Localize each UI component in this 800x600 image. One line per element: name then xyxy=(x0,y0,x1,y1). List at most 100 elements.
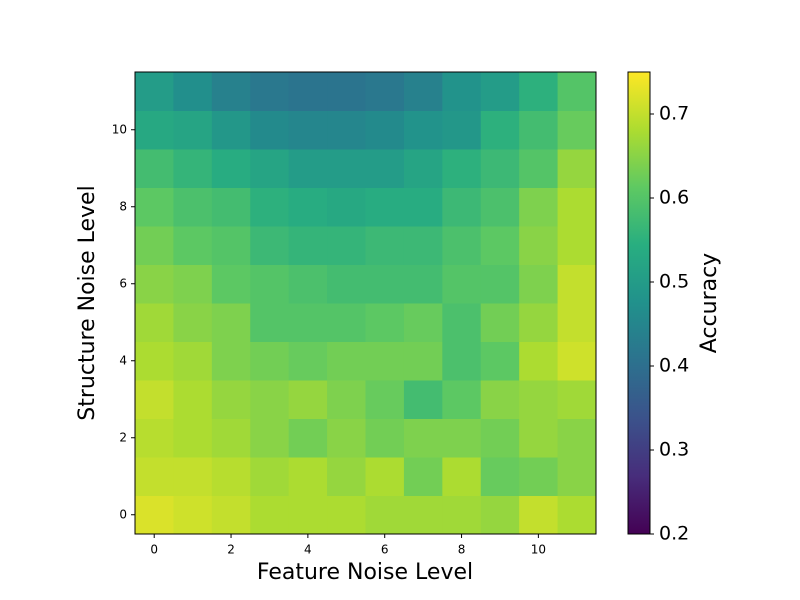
heatmap-cell xyxy=(250,72,290,111)
heatmap-cell xyxy=(288,264,328,304)
heatmap-cell xyxy=(250,110,290,150)
heatmap-cell xyxy=(173,418,213,458)
heatmap-cell xyxy=(135,495,174,535)
y-tick-label: 0 xyxy=(119,507,127,521)
heatmap-cell xyxy=(403,149,443,188)
heatmap-cell xyxy=(519,341,559,381)
heatmap-cell xyxy=(173,303,213,342)
heatmap-cell xyxy=(442,72,482,111)
heatmap-cell xyxy=(250,495,290,535)
heatmap-cell xyxy=(480,72,520,111)
heatmap-cell xyxy=(173,264,213,304)
heatmap-cell xyxy=(519,303,559,342)
x-tick-label: 2 xyxy=(227,543,235,557)
heatmap-cell xyxy=(250,418,290,458)
heatmap-cell xyxy=(288,380,328,419)
heatmap-cell xyxy=(519,72,559,111)
heatmap-cell xyxy=(211,303,251,342)
heatmap-cell xyxy=(211,72,251,111)
heatmap-cell xyxy=(288,226,328,265)
y-tick-label: 10 xyxy=(112,122,127,136)
heatmap-cell xyxy=(173,110,213,150)
heatmap-cell xyxy=(173,149,213,188)
heatmap-cell xyxy=(519,457,559,496)
heatmap-cell xyxy=(250,187,290,227)
heatmap-cell xyxy=(442,110,482,150)
heatmap-cell xyxy=(519,187,559,227)
heatmap-cell xyxy=(365,380,405,419)
heatmap-cell xyxy=(480,187,520,227)
heatmap-cell xyxy=(365,264,405,304)
heatmap-cell xyxy=(327,187,366,227)
heatmap-cell xyxy=(442,418,482,458)
heatmap-cell xyxy=(211,418,251,458)
heatmap-cell xyxy=(403,110,443,150)
heatmap-cell xyxy=(288,303,328,342)
heatmap-cell xyxy=(250,341,290,381)
heatmap-cell xyxy=(557,187,597,227)
heatmap-cell xyxy=(365,72,405,111)
heatmap-cell xyxy=(403,495,443,535)
heatmap-cell xyxy=(327,418,366,458)
heatmap-cell xyxy=(327,495,366,535)
heatmap-cell xyxy=(480,341,520,381)
colorbar-label: Accuracy xyxy=(697,253,722,353)
heatmap-cell xyxy=(135,226,174,265)
heatmap-cell xyxy=(365,418,405,458)
heatmap-cell xyxy=(211,110,251,150)
heatmap-cell xyxy=(327,110,366,150)
heatmap-cell xyxy=(135,187,174,227)
heatmap-cell xyxy=(327,72,366,111)
heatmap-cell xyxy=(250,457,290,496)
heatmap-cell xyxy=(557,380,597,419)
heatmap-cell xyxy=(173,341,213,381)
heatmap-cell xyxy=(442,264,482,304)
y-tick-label: 4 xyxy=(119,353,127,367)
heatmap-cell xyxy=(327,149,366,188)
y-axis-label: Structure Noise Level xyxy=(75,185,100,420)
heatmap-cell xyxy=(557,226,597,265)
heatmap-cell xyxy=(480,495,520,535)
heatmap-cell xyxy=(403,418,443,458)
y-tick-label: 2 xyxy=(119,430,127,444)
heatmap-cell xyxy=(327,303,366,342)
heatmap-cell xyxy=(519,264,559,304)
plot-frame xyxy=(134,71,597,535)
heatmap-cell xyxy=(250,264,290,304)
y-tick-label: 6 xyxy=(119,276,127,290)
heatmap-cell xyxy=(519,149,559,188)
heatmap-cell xyxy=(135,341,174,381)
heatmap-cell xyxy=(480,303,520,342)
heatmap-cell xyxy=(250,226,290,265)
heatmap-cell xyxy=(403,341,443,381)
heatmap-cell xyxy=(557,457,597,496)
heatmap-cell xyxy=(480,149,520,188)
heatmap-cell xyxy=(365,457,405,496)
x-tick-label: 8 xyxy=(458,543,466,557)
heatmap-cell xyxy=(211,380,251,419)
x-tick-label: 6 xyxy=(381,543,389,557)
heatmap-cell xyxy=(403,380,443,419)
heatmap-cell xyxy=(557,303,597,342)
heatmap-cell xyxy=(557,72,597,111)
heatmap-cell xyxy=(403,72,443,111)
heatmap-cell xyxy=(211,495,251,535)
heatmap-cell xyxy=(211,226,251,265)
heatmap-cell xyxy=(327,341,366,381)
heatmap-cell xyxy=(442,457,482,496)
colorbar-tick-label: 0.5 xyxy=(659,271,689,293)
colorbar-tick-label: 0.3 xyxy=(659,439,689,461)
heatmap-cell xyxy=(480,226,520,265)
heatmap-cell xyxy=(480,264,520,304)
heatmap-cell xyxy=(442,303,482,342)
heatmap-cell xyxy=(442,495,482,535)
heatmap-cell xyxy=(173,380,213,419)
heatmap-cell xyxy=(135,457,174,496)
colorbar xyxy=(627,71,651,535)
heatmap-cell xyxy=(519,418,559,458)
heatmap-cell xyxy=(250,149,290,188)
heatmap-cell xyxy=(365,187,405,227)
heatmap-cell xyxy=(365,303,405,342)
heatmap-cell xyxy=(480,380,520,419)
